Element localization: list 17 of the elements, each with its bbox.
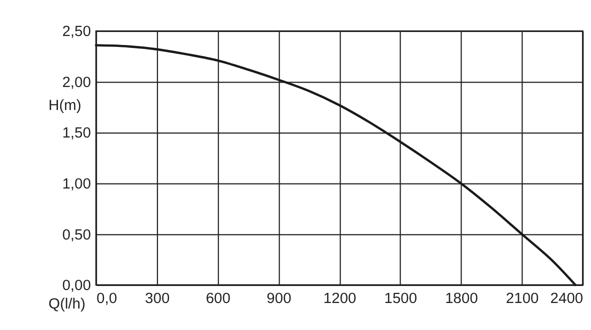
y-tick-label: 1,00 (62, 176, 91, 192)
x-tick-label: 600 (206, 290, 230, 307)
x-tick-label: 300 (145, 290, 170, 307)
y-tick-label: 1,50 (62, 126, 91, 142)
y-axis-title: H(m) (48, 98, 82, 114)
x-tick-label: 0,0 (96, 290, 118, 307)
x-tick-label: 2400 (550, 290, 584, 307)
x-axis-title: Q(l/h) (48, 296, 86, 313)
y-tick-label: 2,50 (62, 24, 91, 40)
x-tick-label: 900 (266, 290, 292, 307)
x-tick-label: 1800 (445, 290, 478, 307)
y-tick-label: 0,50 (62, 227, 91, 244)
y-tick-label: 2,00 (62, 74, 91, 91)
x-tick-label: 1500 (384, 290, 418, 307)
x-tick-label: 1200 (323, 290, 356, 307)
y-tick-label: 0,00 (62, 278, 91, 294)
x-tick-label: 2100 (506, 290, 539, 307)
